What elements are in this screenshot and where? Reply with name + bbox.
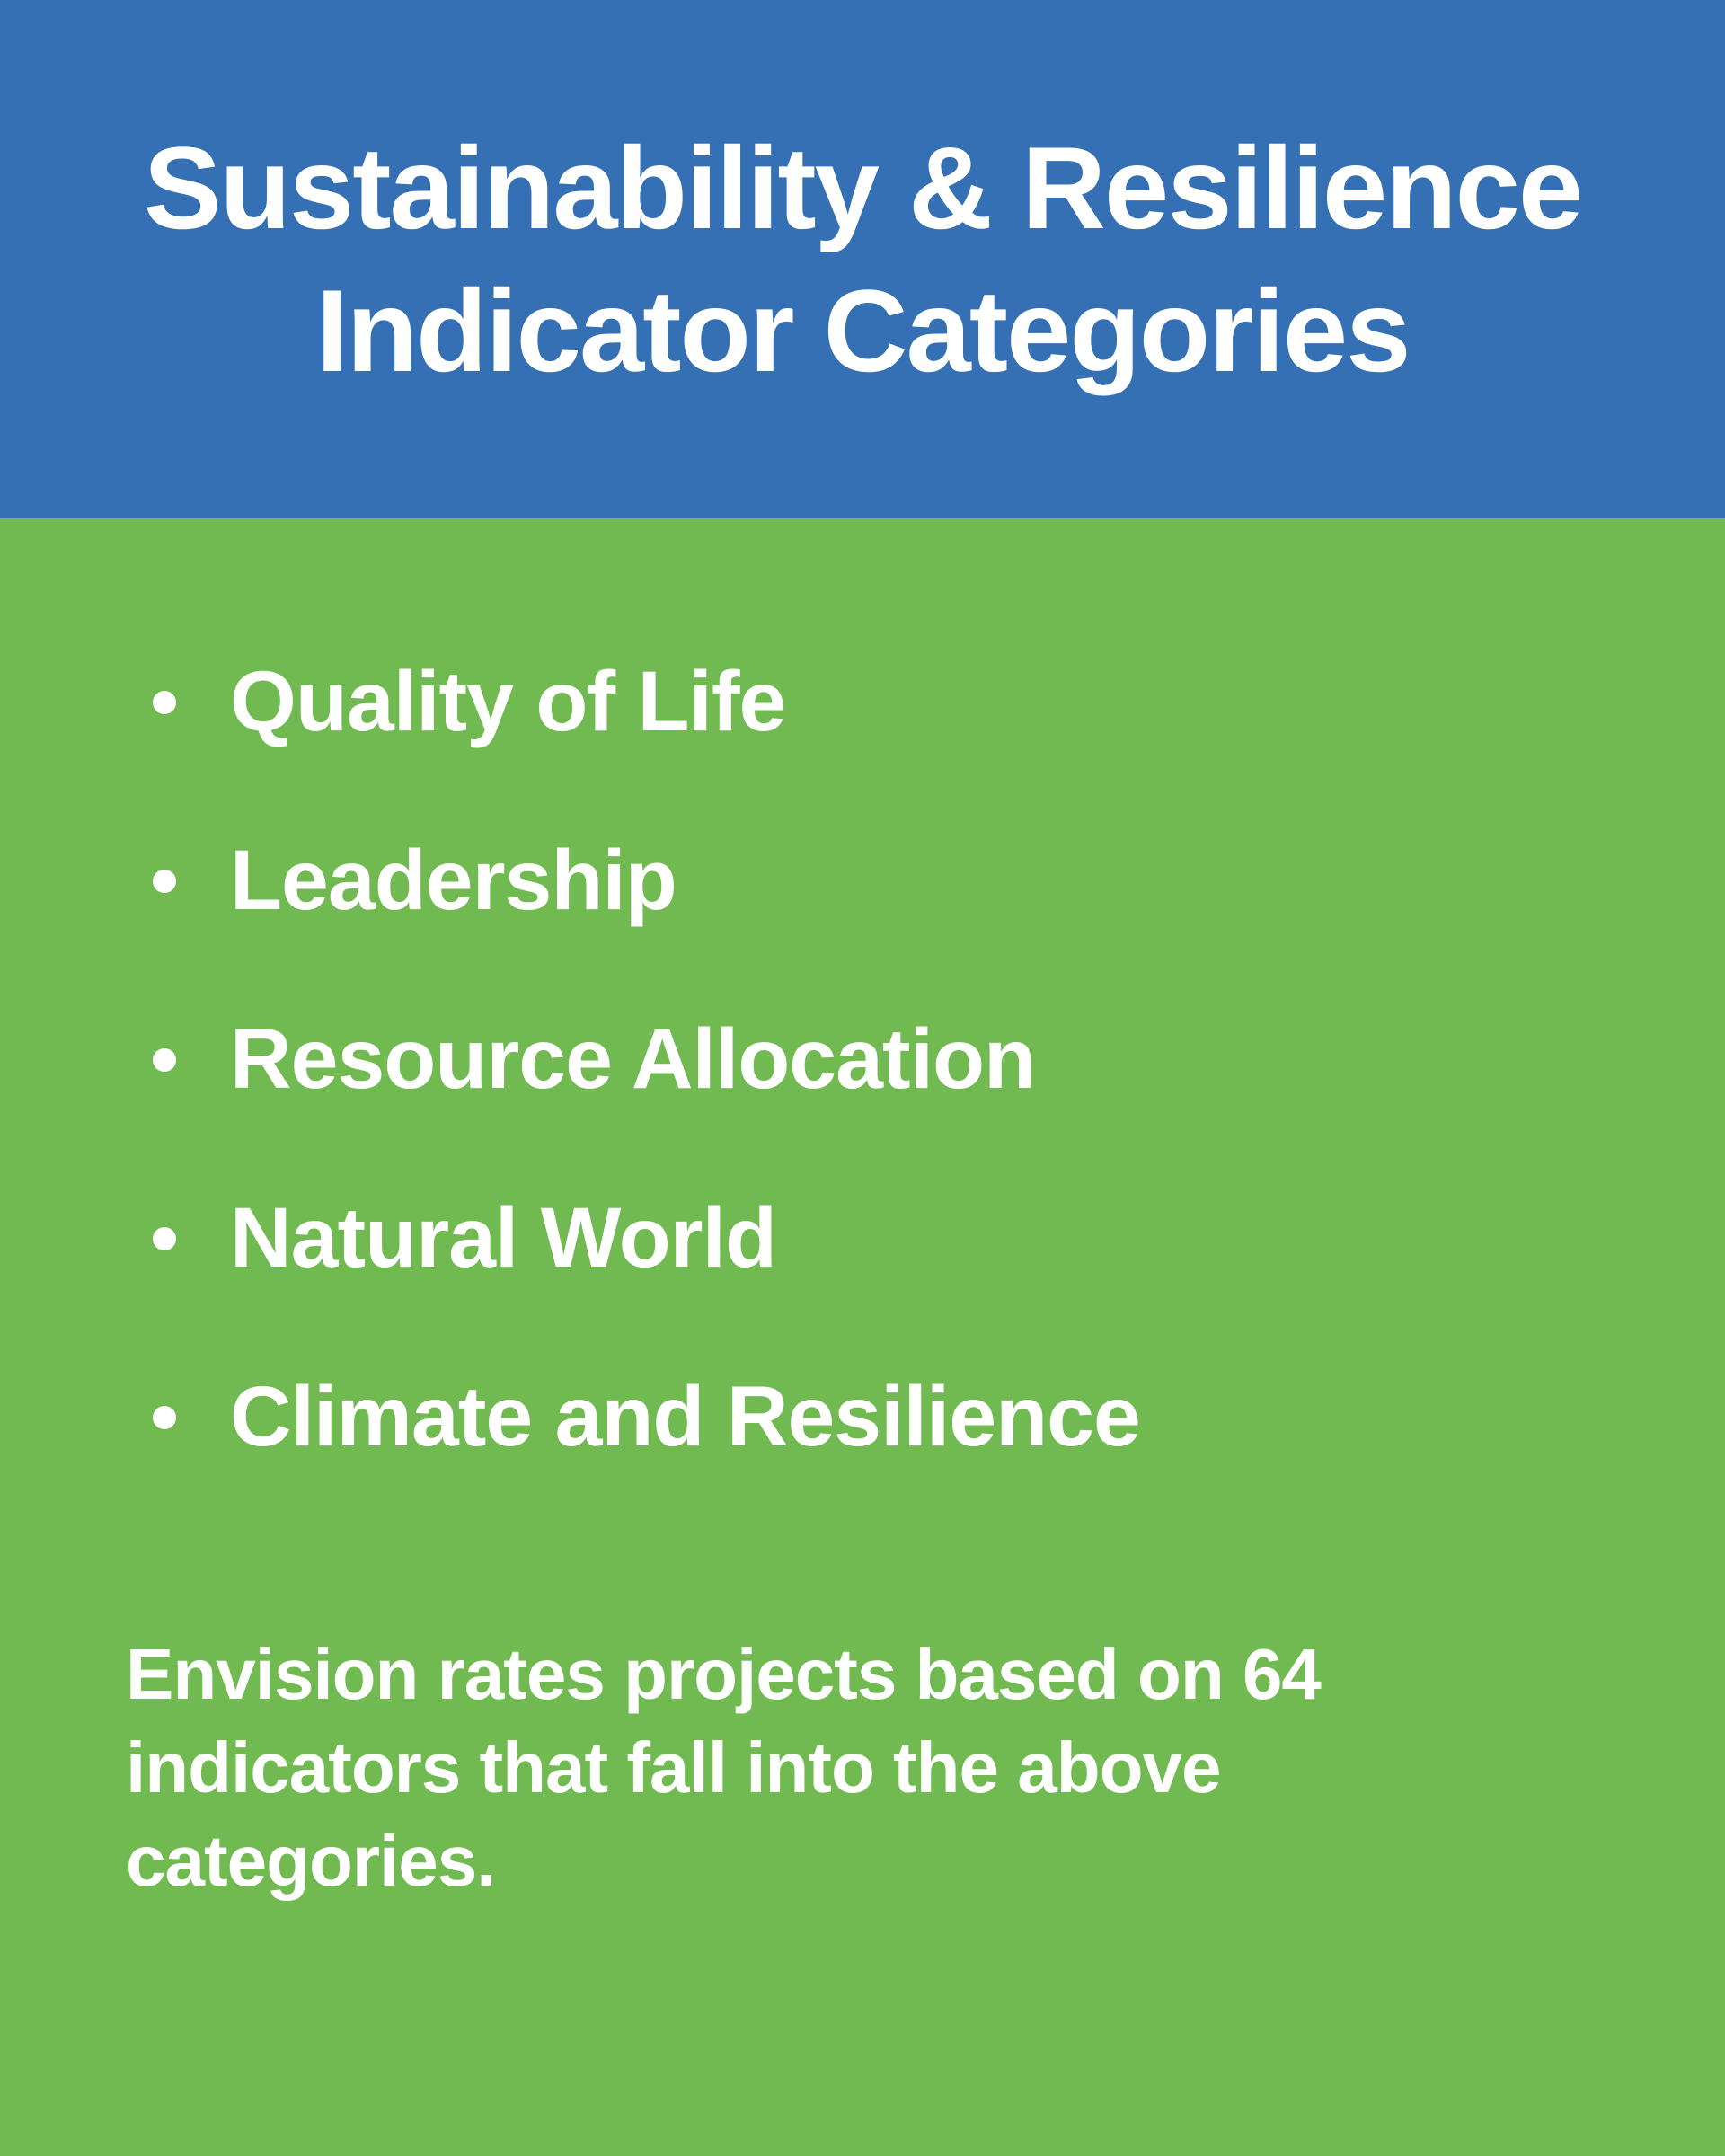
list-item: Resource Allocation	[126, 1011, 1599, 1109]
bullet-icon	[153, 1048, 176, 1072]
list-item: Quality of Life	[126, 653, 1599, 751]
body-section: Quality of Life Leadership Resource Allo…	[0, 518, 1725, 2156]
category-label: Natural World	[230, 1189, 776, 1287]
header-section: Sustainability & Resilience Indicator Ca…	[0, 0, 1725, 518]
infographic-container: Sustainability & Resilience Indicator Ca…	[0, 0, 1725, 2156]
category-list: Quality of Life Leadership Resource Allo…	[126, 653, 1599, 1466]
footer-text: Envision rates projects based on 64 indi…	[126, 1628, 1599, 1908]
bullet-icon	[153, 1406, 176, 1429]
list-item: Natural World	[126, 1189, 1599, 1287]
title: Sustainability & Resilience Indicator Ca…	[72, 117, 1653, 402]
bullet-icon	[153, 691, 176, 714]
category-label: Climate and Resilience	[230, 1368, 1140, 1466]
bullet-icon	[153, 1227, 176, 1250]
list-item: Climate and Resilience	[126, 1368, 1599, 1466]
category-label: Leadership	[230, 832, 677, 930]
bullet-icon	[153, 870, 176, 893]
list-item: Leadership	[126, 832, 1599, 930]
category-label: Resource Allocation	[230, 1011, 1035, 1109]
category-label: Quality of Life	[230, 653, 785, 751]
